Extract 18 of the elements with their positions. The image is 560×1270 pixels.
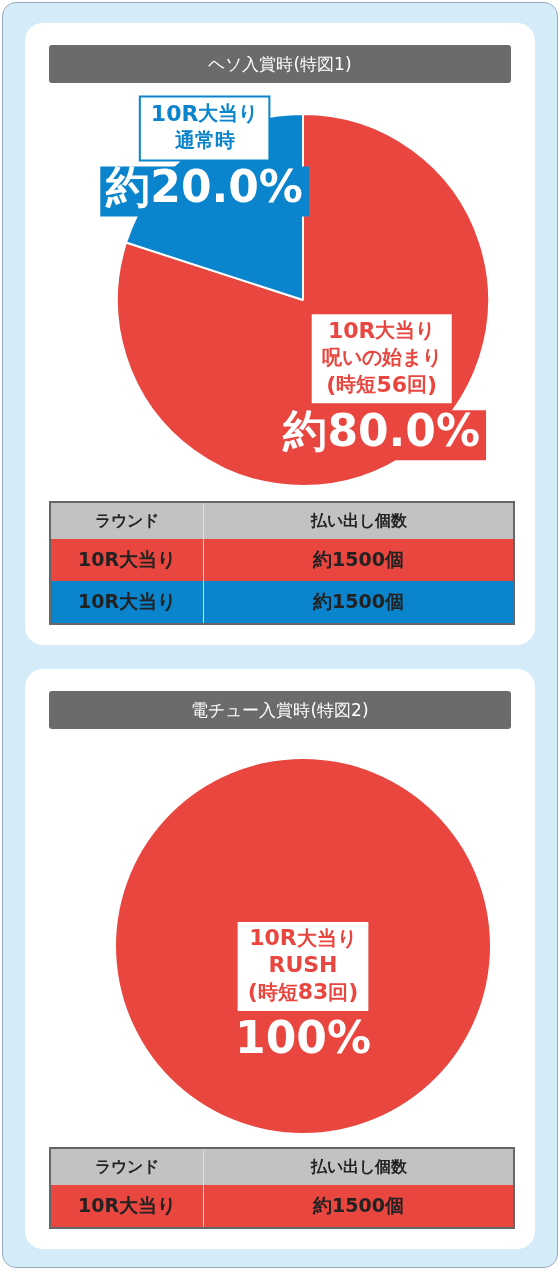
text: ラウンド [50, 502, 204, 539]
text: 約1500個 [203, 539, 514, 581]
category-label: 10R大当り通常時 [150, 100, 259, 153]
text: ラウンド [50, 1148, 204, 1185]
text: 約1500個 [203, 1185, 514, 1228]
category-label: 10R大当り呪いの始まり(時短56回) [321, 317, 442, 397]
data-label: 約80.0% [282, 404, 481, 456]
category-label: 10R大当りRUSH(時短83回) [247, 925, 359, 1005]
data-label: 約20.0% [105, 161, 303, 213]
text: 払い出し個数 [203, 502, 514, 539]
data-label: 100% [235, 1012, 371, 1064]
text: 10R大当り [50, 581, 204, 624]
text: 10R大当り [50, 1185, 204, 1228]
text: 10R大当り [50, 539, 204, 581]
chart-title: 電チュー入賞時(特図2) [49, 691, 511, 729]
text: 払い出し個数 [203, 1148, 514, 1185]
chart-title: ヘソ入賞時(特図1) [49, 45, 511, 83]
text: 約1500個 [203, 581, 514, 624]
